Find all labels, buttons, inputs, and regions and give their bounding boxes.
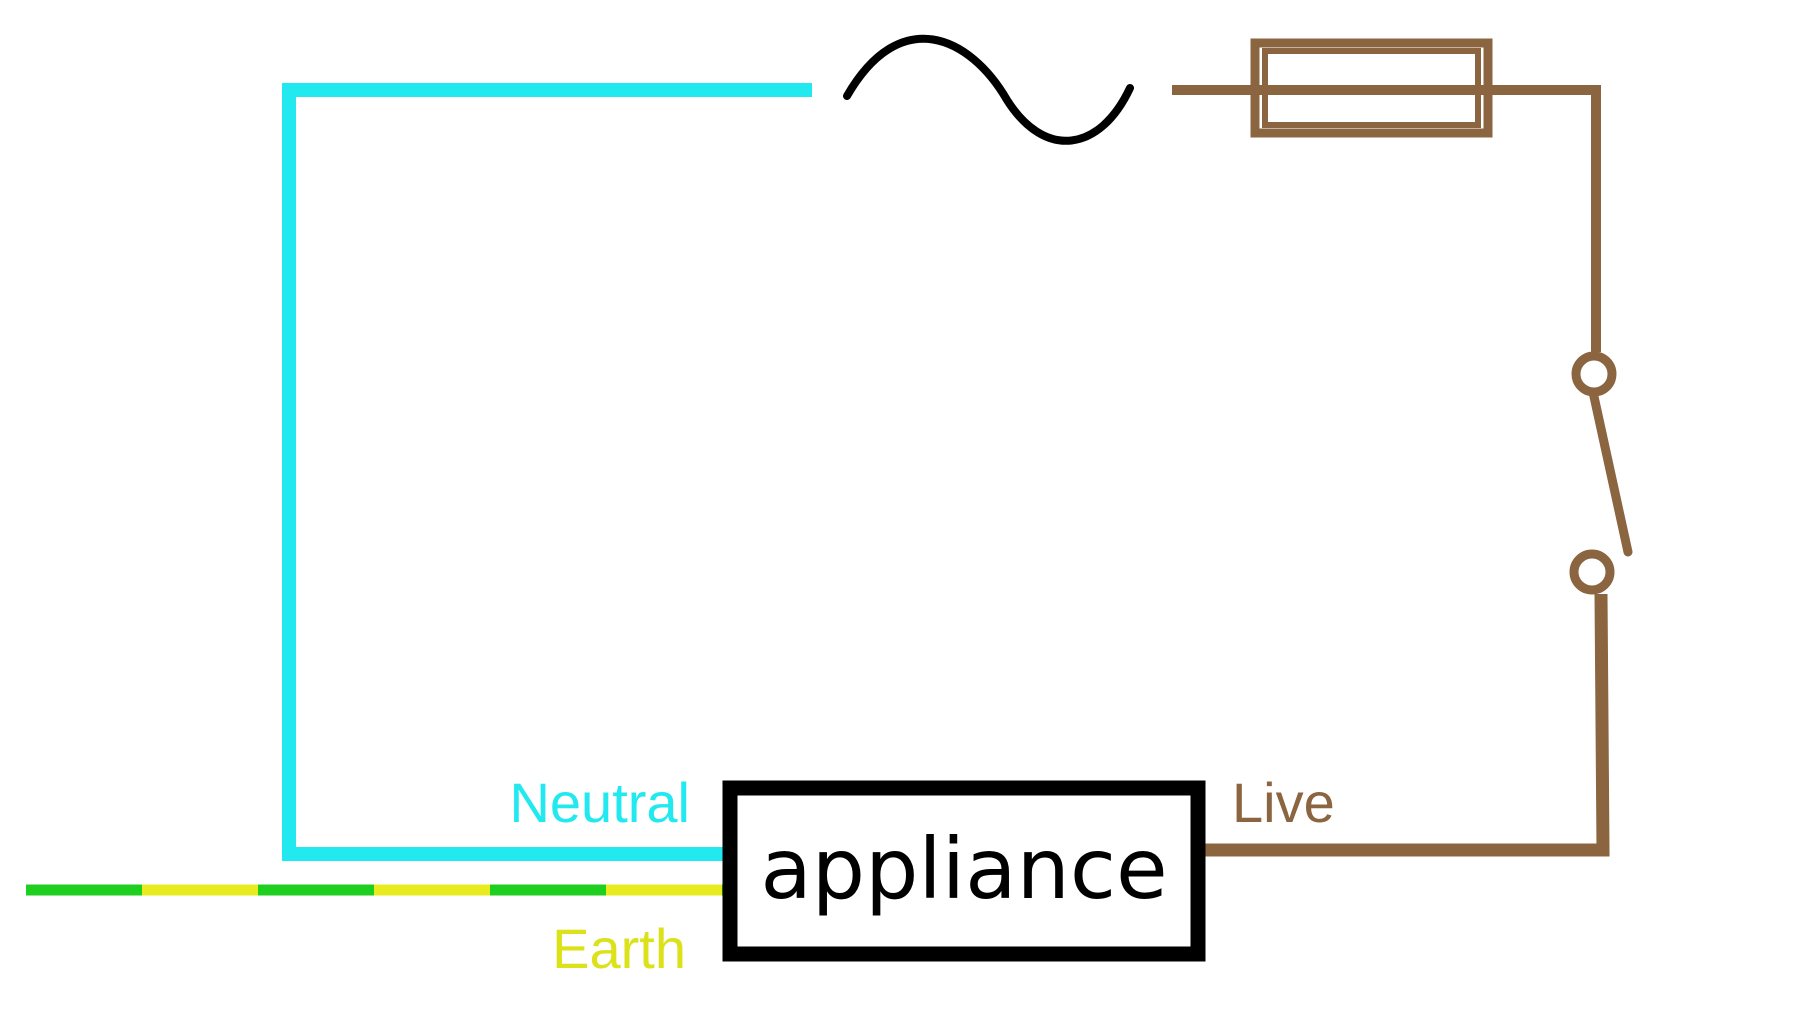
- neutral-label: Neutral: [509, 771, 690, 834]
- live-label: Live: [1232, 771, 1335, 834]
- live-wire-top: [1172, 85, 1601, 352]
- neutral-wire: [282, 83, 812, 861]
- fuse-icon: [1250, 38, 1493, 138]
- switch-icon: [1569, 351, 1633, 595]
- appliance-label: appliance: [760, 820, 1167, 918]
- appliance-box: [722, 780, 1206, 962]
- earth-label: Earth: [552, 917, 686, 980]
- live-wire-bottom: [1196, 593, 1610, 857]
- ac-source-icon: [843, 34, 1134, 145]
